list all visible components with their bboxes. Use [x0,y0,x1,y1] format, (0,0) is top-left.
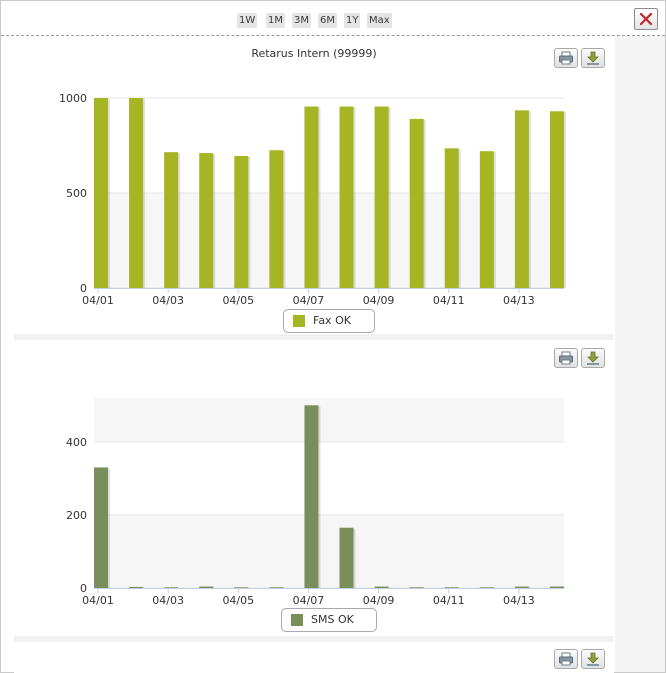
y-tick-label: 500 [66,187,87,200]
x-tick-label: 04/11 [433,294,465,307]
range-max-button[interactable]: Max [367,13,392,28]
x-tick-label: 04/01 [82,294,114,307]
bar-04/01[interactable] [94,98,108,288]
range-1w-button[interactable]: 1W [237,13,258,28]
print-button[interactable] [554,649,578,669]
grid-band [94,398,564,442]
bar-04/06[interactable] [269,587,284,588]
x-tick-label: 04/09 [363,594,395,607]
print-button[interactable] [554,348,578,368]
chart-panel-next [14,642,614,673]
bar-04/12[interactable] [479,151,494,288]
bar-04/03[interactable] [164,152,179,288]
bar-04/04[interactable] [199,153,214,288]
download-icon [587,351,599,365]
bar-04/04[interactable] [199,586,214,588]
time-range-toolbar: 1W 1M 3M 6M 1Y Max [1,1,665,36]
bar-04/08[interactable] [339,527,354,588]
y-tick-label: 1000 [59,92,87,105]
legend-label: SMS OK [311,613,354,626]
sms-bar-chart: 0 200 400 04/01 04/03 04/05 04/07 04/09 04/11 04/… [66,398,566,607]
chart-title: Retarus Intern (99999) [251,47,377,60]
bar-04/09[interactable] [374,106,389,288]
download-icon [587,51,599,65]
legend-fax-ok[interactable]: Fax OK [283,309,375,333]
bar-04/02[interactable] [129,98,144,288]
range-1y-button[interactable]: 1Y [344,13,361,28]
download-button[interactable] [581,649,605,669]
printer-icon [559,652,573,666]
y-tick-label: 0 [80,282,87,295]
x-tick-label: 04/09 [363,294,395,307]
fax-bar-chart: 0 500 1000 04/01 04/03 04/05 04/07 04/09 04/11 04… [59,92,566,307]
printer-icon [559,51,573,65]
x-tick-label: 04/03 [152,594,184,607]
bar-04/01[interactable] [94,467,108,588]
range-1m-button[interactable]: 1M [266,13,285,28]
bar-04/05[interactable] [234,155,249,288]
range-6m-button[interactable]: 6M [318,13,337,28]
print-button[interactable] [554,48,578,68]
bar-04/14[interactable] [549,586,564,588]
bar-04/02[interactable] [129,586,144,588]
bar-04/06[interactable] [269,150,284,288]
bar-04/08[interactable] [339,106,354,288]
x-tick-label: 04/01 [82,594,114,607]
legend-swatch [293,315,305,327]
legend-sms-ok[interactable]: SMS OK [281,608,377,632]
y-tick-label: 400 [66,436,87,449]
close-button[interactable] [634,8,658,30]
grid-band [94,441,564,515]
panel-separator [14,334,614,340]
x-tick-label: 04/13 [503,294,535,307]
bar-04/13[interactable] [514,110,529,288]
bar-04/10[interactable] [409,118,424,289]
bar-04/13[interactable] [514,586,529,588]
bar-04/11[interactable] [444,148,459,288]
download-button[interactable] [581,348,605,368]
download-icon [587,652,599,666]
legend-label: Fax OK [313,314,351,327]
printer-icon [559,351,573,365]
bar-04/05[interactable] [234,587,249,588]
bar-04/09[interactable] [374,586,389,588]
x-tick-label: 04/11 [433,594,465,607]
bar-04/10[interactable] [409,587,424,588]
bar-04/14[interactable] [549,111,564,288]
bar-04/07[interactable] [304,106,319,288]
x-tick-label: 04/07 [293,294,325,307]
x-tick-label: 04/05 [222,594,254,607]
download-button[interactable] [581,48,605,68]
scrollbar-track[interactable] [615,36,665,672]
x-tick-label: 04/05 [222,294,254,307]
bar-04/11[interactable] [444,587,459,588]
y-tick-label: 200 [66,509,87,522]
grid-band [94,514,564,588]
range-3m-button[interactable]: 3M [292,13,311,28]
x-tick-label: 04/13 [503,594,535,607]
x-tick-label: 04/07 [293,594,325,607]
bar-04/07[interactable] [304,405,319,588]
y-tick-label: 0 [80,582,87,595]
bar-04/12[interactable] [479,587,494,588]
x-tick-label: 04/03 [152,294,184,307]
bar-04/03[interactable] [164,587,179,588]
close-x-icon [640,13,652,25]
legend-swatch [291,614,303,626]
panel-separator [14,636,614,642]
